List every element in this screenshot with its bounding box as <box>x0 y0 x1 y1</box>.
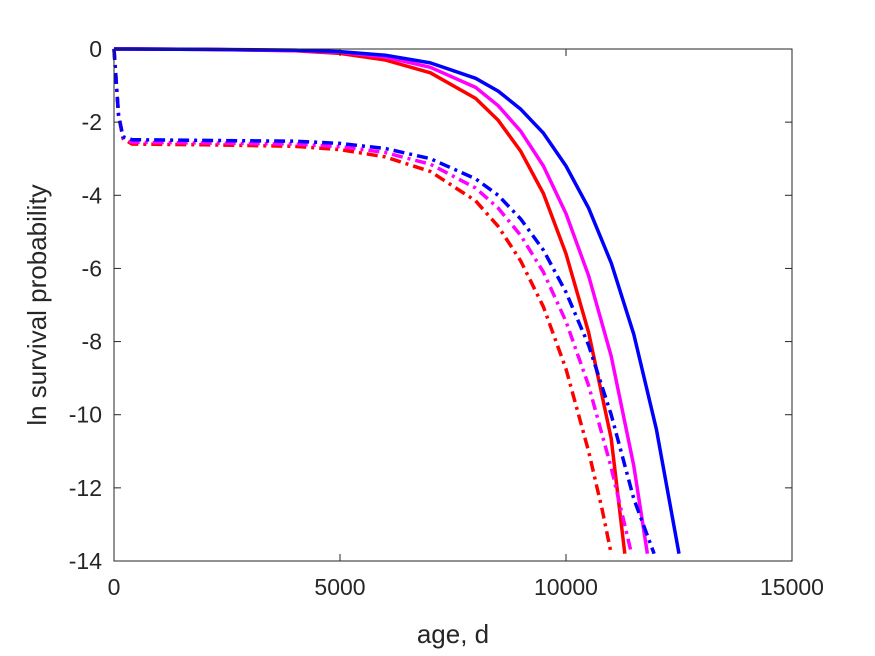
y-axis-label: ln survival probability <box>22 184 52 425</box>
series-layer <box>112 47 681 555</box>
x-tick-label: 0 <box>108 574 121 600</box>
x-tick-label: 10000 <box>534 574 598 600</box>
y-tick-label: -4 <box>82 182 103 208</box>
y-tick-label: -14 <box>69 548 102 574</box>
plot-background <box>114 49 792 561</box>
y-tick-label: -6 <box>82 255 102 281</box>
y-tick-label: 0 <box>89 36 102 62</box>
y-tick-label: -2 <box>82 109 102 135</box>
plot-frame <box>113 48 793 562</box>
x-tick-label: 15000 <box>760 574 824 600</box>
y-tick-label: -10 <box>69 402 102 428</box>
x-tick-label: 5000 <box>314 574 365 600</box>
x-axis-label: age, d <box>417 619 489 649</box>
tick-layer: 0 5000 10000 15000 0 -2 -4 -6 -8 -10 -12 -14 <box>69 36 824 600</box>
series-line-5 <box>112 48 656 555</box>
y-tick-label: -12 <box>69 475 102 501</box>
y-tick-label: -8 <box>82 329 102 355</box>
series-line-2 <box>113 47 681 555</box>
